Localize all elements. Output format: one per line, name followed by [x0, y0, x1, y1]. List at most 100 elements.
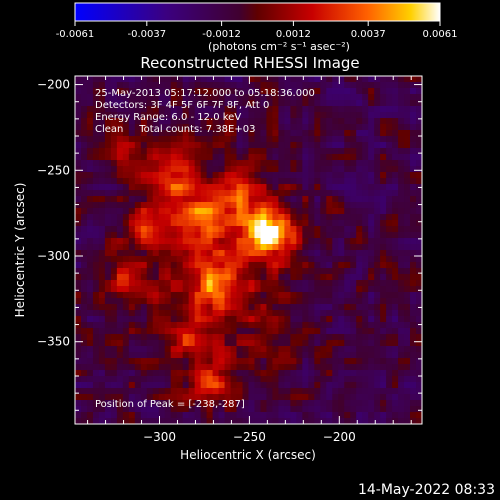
heatmap-pixel: [416, 172, 422, 179]
x-tick-label: −250: [233, 430, 266, 444]
heatmap-pixel: [134, 196, 142, 203]
heatmap-pixel: [110, 244, 118, 251]
heatmap-pixel: [230, 124, 238, 131]
heatmap-pixel: [278, 148, 285, 155]
heatmap-pixel: [86, 256, 94, 263]
heatmap-pixel: [290, 256, 297, 263]
heatmap-pixel: [344, 298, 351, 305]
heatmap-pixel: [224, 412, 232, 419]
heatmap-pixel: [260, 340, 268, 347]
heatmap-pixel: [320, 238, 327, 245]
heatmap-pixel: [374, 298, 381, 305]
heatmap-pixel: [362, 358, 369, 365]
heatmap-pixel: [386, 178, 393, 185]
heatmap-pixel: [152, 292, 160, 299]
heatmap-pixel: [182, 412, 190, 419]
heatmap-pixel: [272, 184, 280, 191]
heatmap-pixel: [368, 82, 375, 89]
heatmap-pixel: [194, 340, 202, 347]
heatmap-pixel: [212, 130, 220, 137]
heatmap-pixel: [158, 136, 166, 143]
heatmap-pixel: [128, 76, 136, 83]
heatmap-pixel: [272, 244, 280, 251]
heatmap-pixel: [380, 100, 387, 107]
heatmap-pixel: [75, 94, 82, 101]
heatmap-pixel: [314, 148, 321, 155]
heatmap-pixel: [164, 82, 172, 89]
heatmap-pixel: [326, 172, 333, 179]
heatmap-pixel: [386, 370, 393, 377]
heatmap-pixel: [134, 256, 142, 263]
heatmap-pixel: [386, 118, 393, 125]
heatmap-pixel: [320, 100, 327, 107]
heatmap-pixel: [236, 364, 244, 371]
heatmap-pixel: [206, 364, 214, 371]
heatmap-pixel: [80, 250, 88, 257]
heatmap-pixel: [380, 166, 387, 173]
heatmap-pixel: [296, 352, 303, 359]
heatmap-pixel: [194, 148, 202, 155]
heatmap-pixel: [398, 244, 405, 251]
heatmap-pixel: [158, 328, 166, 335]
heatmap-pixel: [248, 178, 256, 185]
heatmap-pixel: [356, 166, 363, 173]
heatmap-pixel: [224, 166, 232, 173]
heatmap-pixel: [75, 292, 82, 299]
heatmap-pixel: [146, 268, 154, 275]
heatmap-pixel: [278, 394, 285, 401]
heatmap-pixel: [170, 76, 178, 83]
heatmap-pixel: [80, 154, 88, 161]
heatmap-pixel: [386, 226, 393, 233]
heatmap-pixel: [374, 226, 381, 233]
heatmap-pixel: [206, 190, 214, 197]
heatmap-pixel: [242, 274, 250, 281]
heatmap-pixel: [98, 136, 106, 143]
heatmap-pixel: [404, 352, 411, 359]
heatmap-pixel: [92, 118, 100, 125]
heatmap-pixel: [230, 136, 238, 143]
heatmap-pixel: [254, 220, 262, 227]
heatmap-pixel: [134, 190, 142, 197]
heatmap-pixel: [200, 280, 208, 287]
heatmap-pixel: [170, 394, 178, 401]
heatmap-pixel: [248, 220, 256, 227]
heatmap-pixel: [170, 334, 178, 341]
heatmap-pixel: [398, 382, 405, 389]
heatmap-pixel: [206, 112, 214, 119]
heatmap-pixel: [80, 184, 88, 191]
heatmap-pixel: [92, 88, 100, 95]
heatmap-pixel: [86, 268, 94, 275]
annotation-time: 25-May-2013 05:17:12.000 to 05:18:36.000: [95, 88, 315, 99]
heatmap-pixel: [380, 382, 387, 389]
heatmap-pixel: [218, 388, 226, 395]
heatmap-pixel: [200, 238, 208, 245]
heatmap-pixel: [158, 100, 166, 107]
heatmap-pixel: [176, 292, 184, 299]
heatmap-pixel: [332, 124, 339, 131]
heatmap-pixel: [75, 400, 82, 407]
heatmap-pixel: [254, 154, 262, 161]
heatmap-pixel: [404, 376, 411, 383]
heatmap-pixel: [122, 394, 130, 401]
heatmap-pixel: [224, 262, 232, 269]
heatmap-pixel: [92, 142, 100, 149]
heatmap-pixel: [296, 412, 303, 419]
heatmap-pixel: [146, 112, 154, 119]
heatmap-pixel: [212, 352, 220, 359]
heatmap-pixel: [284, 262, 291, 269]
heatmap-pixel: [206, 88, 214, 95]
heatmap-pixel: [344, 262, 351, 269]
heatmap-pixel: [374, 94, 381, 101]
heatmap-pixel: [134, 358, 142, 365]
heatmap-pixel: [158, 172, 166, 179]
x-axis: −300 −250 −200: [87, 76, 412, 444]
heatmap-pixel: [86, 184, 94, 191]
heatmap-pixel: [356, 214, 363, 221]
heatmap-pixel: [314, 406, 321, 413]
heatmap-pixel: [374, 106, 381, 113]
heatmap-pixel: [86, 154, 94, 161]
heatmap-pixel: [362, 310, 369, 317]
heatmap-pixel: [128, 214, 136, 221]
heatmap-pixel: [392, 154, 399, 161]
heatmap-pixel: [170, 406, 178, 413]
